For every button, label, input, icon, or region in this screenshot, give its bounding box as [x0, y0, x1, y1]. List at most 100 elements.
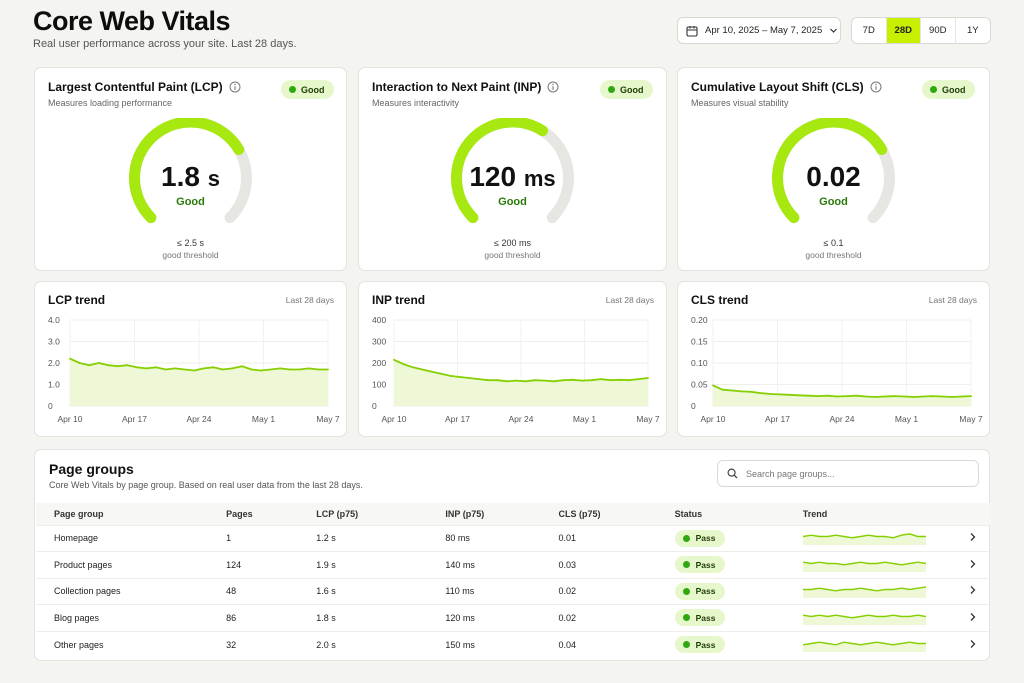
chevron-right-icon[interactable] — [969, 585, 977, 595]
data-point — [222, 368, 224, 371]
y-tick-label: 0.10 — [691, 358, 708, 368]
cell-action[interactable] — [950, 604, 991, 631]
data-point — [298, 368, 301, 371]
lcp-trend-period: Last 28 days — [285, 295, 334, 305]
cell-status: Pass — [656, 604, 785, 631]
status-label: Pass — [695, 612, 716, 623]
data-point — [468, 377, 471, 379]
status-dot-icon — [289, 86, 296, 93]
inp-value: 120 ms — [359, 161, 666, 193]
y-tick-label: 2.0 — [48, 358, 60, 368]
data-point — [817, 395, 819, 397]
cell-action[interactable] — [950, 524, 991, 552]
lcp-trend-line — [69, 357, 328, 372]
cell-action[interactable] — [950, 551, 991, 578]
y-tick-label: 200 — [372, 358, 386, 368]
data-point — [874, 396, 877, 398]
lcp-threshold: ≤ 2.5 s — [177, 238, 204, 248]
cls-title-text: Cumulative Layout Shift (CLS) — [691, 80, 864, 94]
data-point — [317, 368, 320, 371]
x-tick-label: Apr 24 — [508, 414, 533, 424]
status-label: Pass — [695, 559, 716, 570]
inp-trend-title: INP trend — [372, 293, 426, 307]
cls-value: 0.02 — [678, 161, 989, 193]
data-point — [750, 390, 753, 393]
column-header: INP (p75) — [427, 503, 541, 525]
table-row[interactable]: Collection pages 48 1.6 s 110 ms 0.02 Pass — [36, 577, 991, 605]
cell-action[interactable] — [950, 630, 991, 658]
inp-trend-area — [394, 359, 648, 406]
status-dot-icon — [682, 641, 690, 648]
cls-threshold-label: good threshold — [805, 250, 862, 260]
sparkline-line — [802, 533, 926, 539]
period-1y-button[interactable]: 1Y — [966, 25, 979, 36]
cell-cls: 0.04 — [540, 630, 657, 658]
cell-trend — [784, 577, 951, 605]
lcp-value-number: 1.8 — [161, 161, 200, 192]
x-tick-label: Apr 10 — [700, 414, 725, 424]
y-tick-label: 0.20 — [691, 315, 708, 325]
x-tick-label: May 1 — [252, 414, 275, 424]
table-row[interactable]: Homepage 1 1.2 s 80 ms 0.01 Pass — [36, 524, 991, 552]
y-tick-label: 300 — [372, 337, 386, 347]
status-badge: Good — [922, 80, 975, 99]
chevron-right-icon[interactable] — [969, 639, 977, 649]
cls-status: Good — [819, 196, 848, 208]
lcp-trend-card: LCP trend Last 28 days 4.0 3.0 2.0 1.0 0 Apr 10… — [34, 281, 347, 437]
period-90d-button[interactable]: 90D — [921, 18, 956, 43]
chevron-right-icon[interactable] — [969, 532, 977, 542]
cls-trend-chart: 0.20 0.15 0.10 0.05 0 Apr 10 Apr 17 Apr 24 May 1… — [691, 315, 983, 424]
y-tick-label: 3.0 — [48, 337, 60, 347]
data-point — [759, 392, 762, 394]
x-tick-label: Apr 17 — [122, 414, 147, 424]
chevron-right-icon[interactable] — [969, 559, 977, 569]
data-point — [393, 358, 395, 361]
search-input[interactable] — [746, 468, 969, 479]
data-point — [506, 380, 508, 383]
status-dot-icon — [682, 587, 690, 595]
status-badge: Pass — [674, 609, 726, 627]
sparkline — [802, 586, 926, 599]
cell-inp: 120 ms — [427, 604, 541, 631]
table-row[interactable]: Other pages 32 2.0 s 150 ms 0.04 Pass — [36, 630, 991, 658]
date-range-picker[interactable]: Apr 10, 2025 – May 7, 2025 — [677, 17, 841, 44]
data-point — [647, 377, 649, 379]
period-28d-button[interactable]: 28D — [886, 18, 921, 43]
cell-trend — [784, 630, 951, 658]
data-point — [411, 366, 414, 369]
data-point — [836, 395, 839, 398]
data-point — [609, 379, 612, 382]
inp-gauge — [451, 118, 574, 224]
sparkline-area — [802, 561, 926, 572]
period-7d-button[interactable]: 7D — [852, 18, 887, 43]
chevron-right-icon[interactable] — [969, 612, 977, 622]
data-point — [855, 394, 858, 397]
table-row[interactable]: Product pages 124 1.9 s 140 ms 0.03 Pass — [36, 551, 991, 578]
data-point — [951, 396, 953, 398]
info-icon[interactable] — [229, 81, 241, 93]
info-icon[interactable] — [870, 81, 882, 93]
cell-lcp: 1.2 s — [298, 524, 428, 552]
inp-trend-line — [393, 358, 649, 383]
inp-status: Good — [498, 196, 527, 208]
sparkline — [802, 614, 926, 625]
info-icon[interactable] — [547, 81, 559, 93]
column-header: Pages — [208, 503, 299, 525]
column-header: CLS (p75) — [540, 503, 657, 525]
inp-title-text: Interaction to Next Paint (INP) — [372, 80, 542, 94]
data-point — [459, 376, 461, 378]
cell-name: Product pages — [36, 551, 209, 578]
data-point — [288, 368, 291, 371]
cell-cls: 0.02 — [540, 604, 657, 631]
sparkline-line — [802, 586, 926, 592]
cell-action[interactable] — [950, 577, 991, 605]
cell-name: Other pages — [36, 630, 209, 658]
data-point — [788, 393, 791, 396]
cell-inp: 140 ms — [427, 551, 541, 578]
data-point — [571, 378, 574, 381]
data-point — [884, 395, 886, 398]
data-point — [931, 395, 934, 397]
sparkline-line — [802, 640, 926, 646]
inp-value-number: 120 — [469, 161, 517, 192]
table-row[interactable]: Blog pages 86 1.8 s 120 ms 0.02 Pass — [36, 604, 991, 631]
